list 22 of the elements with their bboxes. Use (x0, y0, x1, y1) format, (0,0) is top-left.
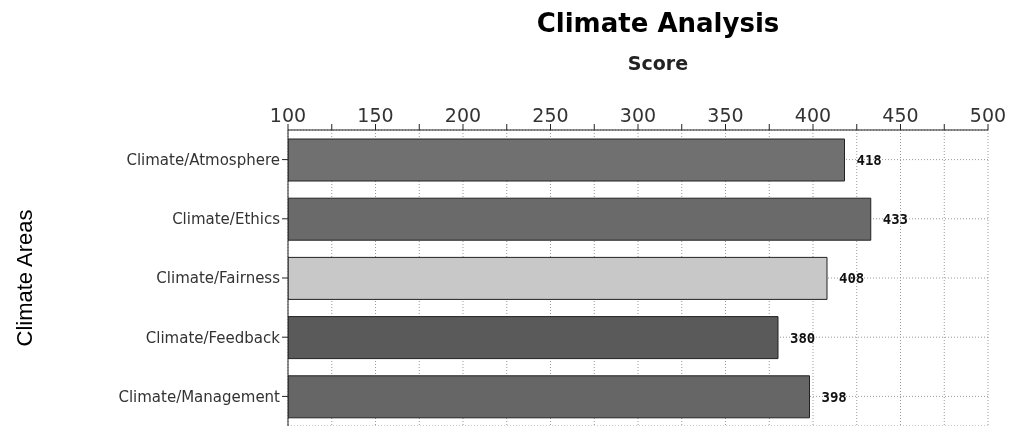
y-tick-label: Climate/Fairness (156, 269, 281, 288)
y-tick-label: Climate/Management (118, 387, 281, 406)
chart-title: Climate Analysis (535, 8, 781, 38)
y-tick-label: Climate/Atmosphere (126, 150, 280, 169)
x-tick-label: 200 (444, 104, 482, 126)
x-tick-label: 300 (619, 104, 657, 126)
x-tick-label: 100 (269, 104, 307, 126)
x-tick-label: 400 (794, 104, 832, 126)
x-tick-label: 500 (969, 104, 1007, 126)
x-tick-label: 350 (707, 104, 744, 126)
x-tick-label: 450 (882, 104, 919, 126)
data-label: 408 (839, 270, 865, 287)
data-label: 398 (821, 388, 847, 405)
y-tick-label: Climate/Ethics (172, 210, 281, 229)
data-label: 418 (856, 151, 882, 168)
x-tick-label: 250 (532, 104, 569, 126)
x-axis-title: Score (626, 52, 690, 74)
y-tick-label: Climate/Feedback (145, 328, 281, 347)
data-label: 433 (882, 211, 909, 228)
x-tick-label: 150 (357, 104, 394, 126)
data-label: 380 (790, 329, 816, 346)
y-axis-title: Climate Areas (12, 209, 38, 347)
